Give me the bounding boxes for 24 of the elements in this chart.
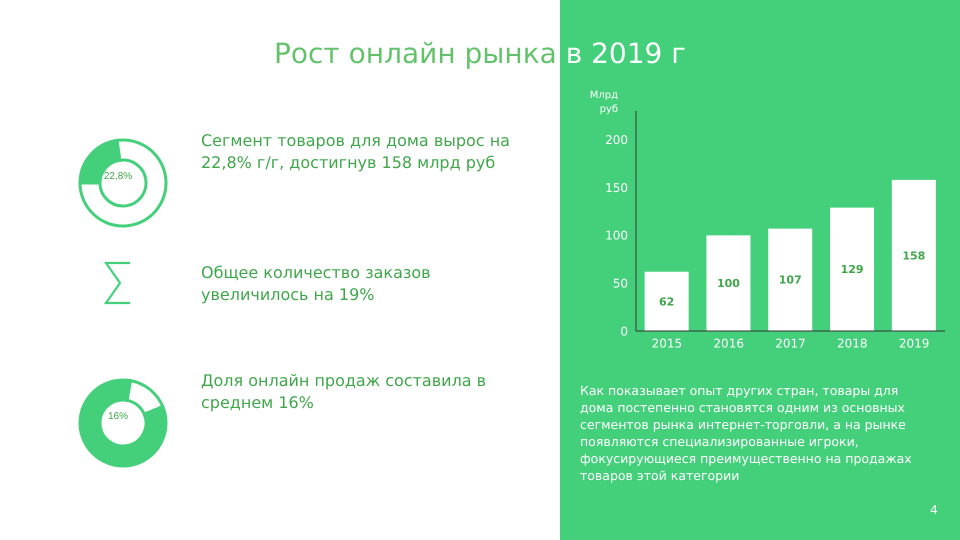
data-label: 62 — [658, 295, 674, 308]
x-tick-label: 2016 — [713, 336, 744, 351]
x-tick-label: 2017 — [775, 336, 806, 351]
x-tick-label: 2019 — [898, 336, 930, 351]
text: Общее количество заказов увеличилось на 19% — [201, 262, 432, 306]
text: Доля онлайн продаж составила в среднем 16% — [201, 370, 488, 414]
y-axis-title: Млрд руб — [588, 89, 618, 117]
y-tick-label: 0 — [620, 324, 628, 338]
data-label: 129 — [840, 263, 864, 276]
text: 22,8% — [102, 171, 134, 182]
y-tick-label: 150 — [605, 180, 628, 195]
data-label: 100 — [716, 277, 740, 290]
text: 4 — [929, 503, 939, 517]
x-tick-label: 2018 — [837, 336, 868, 351]
text: Сегмент товаров для дома вырос на 22,8% г/г, достигнув 158 млрд руб — [201, 130, 511, 174]
text: 16% — [106, 411, 129, 422]
x-tick-label: 2015 — [652, 336, 682, 351]
y-tick-label: 50 — [612, 276, 628, 290]
y-tick-label: 200 — [605, 132, 628, 147]
data-label: 158 — [902, 249, 926, 262]
y-tick-label: 100 — [605, 228, 628, 243]
data-label: 107 — [778, 274, 802, 287]
chart-title: Рост онлайн рынка в 2019 г — [0, 34, 960, 78]
text: Как показывает опыт других стран, товары для дома постепенно становятся одним из основных сегментов рынка интернет-торговли, а на рынке появляются специализированные игроки, фокусирующиеся преимущественно на продажах товаров этой категории — [580, 382, 913, 484]
